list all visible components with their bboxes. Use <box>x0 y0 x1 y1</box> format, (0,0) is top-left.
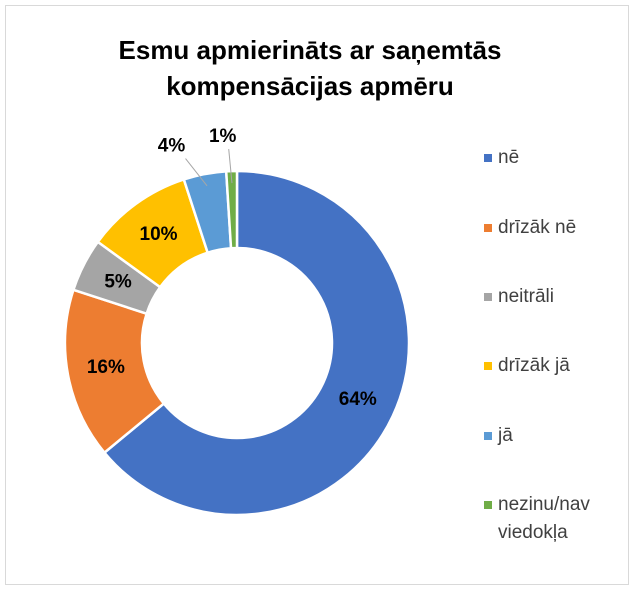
legend-label: neitrāli <box>498 286 554 307</box>
legend-item: nezinu/nav viedokļa <box>484 491 614 547</box>
leader-line <box>228 149 233 184</box>
legend-label: nē <box>498 147 520 168</box>
data-label: 10% <box>140 224 178 245</box>
legend-swatch <box>484 501 492 509</box>
chart-title: Esmu apmierināts ar saņemtās kompensācij… <box>118 35 502 101</box>
data-label: 64% <box>339 389 377 410</box>
legend-swatch <box>484 293 492 301</box>
data-label: 16% <box>87 357 125 378</box>
donut-slice <box>102 169 411 517</box>
legend-item: neitrāli <box>484 283 614 311</box>
leader-line <box>185 158 208 187</box>
legend-item: jā <box>484 422 614 450</box>
donut-slice <box>224 169 239 250</box>
legend-label: drīzāk nē <box>498 217 577 238</box>
legend-item: drīzāk jā <box>484 352 614 380</box>
legend-item: drīzāk nē <box>484 214 614 242</box>
legend-item: nē <box>484 144 614 172</box>
legend-label: nezinu/nav viedokļa <box>498 494 590 543</box>
legend-label: drīzāk jā <box>498 355 570 376</box>
legend-label: jā <box>498 425 513 446</box>
data-label: 1% <box>209 126 237 147</box>
data-label: 5% <box>104 271 132 292</box>
legend-swatch <box>484 362 492 370</box>
legend-swatch <box>484 432 492 440</box>
data-label: 4% <box>158 136 186 157</box>
legend-swatch <box>484 224 492 232</box>
chart-border <box>5 5 629 585</box>
legend-swatch <box>484 154 492 162</box>
